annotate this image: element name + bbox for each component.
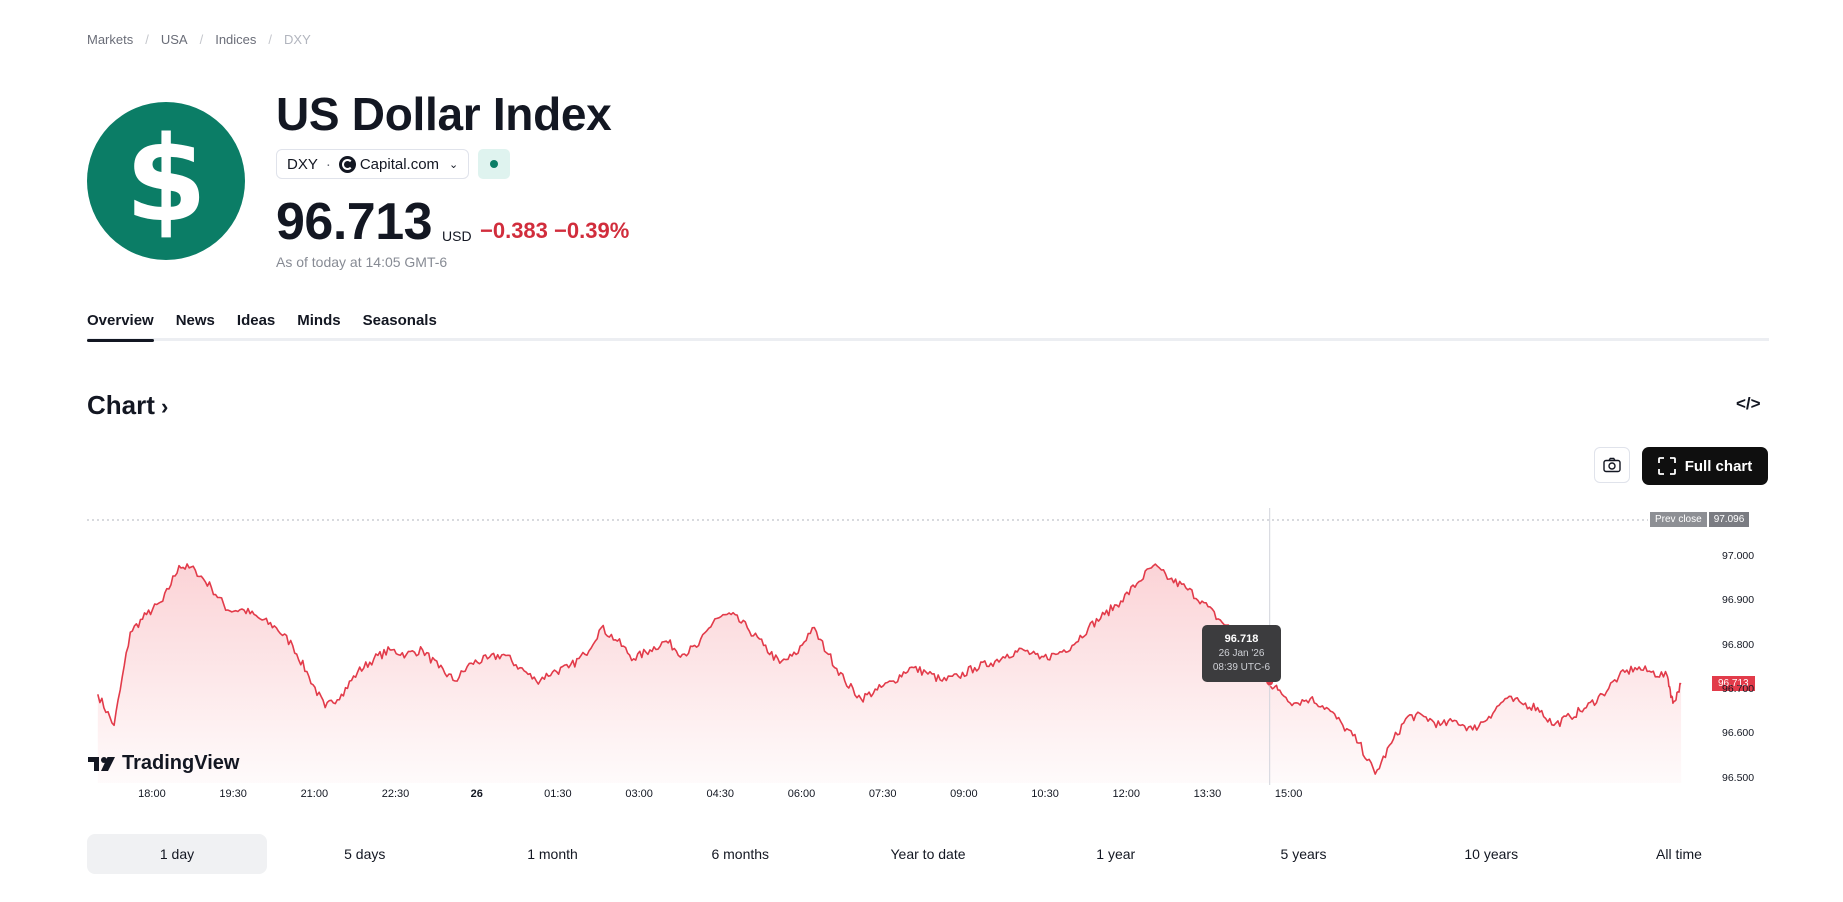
embed-code-icon[interactable]: </> (1736, 394, 1761, 413)
tooltip-value: 96.718 (1224, 633, 1259, 645)
separator-dot: · (325, 155, 331, 173)
prev-close-text: Prev close (1650, 512, 1707, 527)
y-tick-label: 96.500 (1722, 771, 1755, 784)
symbol-logo: $ (87, 102, 245, 260)
x-tick-label: 09:00 (950, 788, 978, 800)
range-5-days[interactable]: 5 days (344, 846, 386, 862)
range-all-time[interactable]: All time (1656, 846, 1702, 862)
dollar-icon: $ (124, 110, 208, 248)
tab-ideas[interactable]: Ideas (236, 312, 276, 329)
page-title: US Dollar Index (276, 88, 612, 140)
symbol-ticker: DXY (287, 155, 318, 173)
range-year-to-date[interactable]: Year to date (890, 846, 966, 862)
tooltip-date: 26 Jan '26 (1218, 648, 1265, 659)
price-change: −0.383 −0.39% (480, 218, 629, 244)
y-tick-label: 96.900 (1722, 594, 1755, 607)
breadcrumb: Markets / USA / Indices / DXY (87, 32, 311, 47)
breadcrumb-markets[interactable]: Markets (87, 32, 134, 47)
tradingview-watermark: TradingView (88, 752, 239, 775)
breadcrumb-current: DXY (284, 32, 311, 47)
symbol-exchange-selector[interactable]: DXY · Capital.com ⌄ (276, 149, 470, 179)
price-currency: USD (442, 228, 472, 244)
last-price-badge: 96.713 (1712, 676, 1755, 691)
x-tick-label: 21:00 (300, 788, 329, 800)
tabs-divider (87, 338, 1769, 341)
chevron-down-icon: ⌄ (449, 158, 459, 171)
breadcrumb-indices[interactable]: Indices (215, 32, 257, 47)
range-1-year[interactable]: 1 year (1096, 846, 1136, 862)
prev-close-value: 97.096 (1708, 512, 1750, 527)
crosshair-tooltip: 96.718 26 Jan '26 08:39 UTC-6 (1202, 625, 1281, 682)
breadcrumb-separator: / (145, 32, 149, 47)
y-tick-label: 97.000 (1722, 549, 1755, 562)
x-tick-label: 06:00 (787, 788, 816, 800)
change-percent: −0.39% (554, 218, 630, 243)
range-10-years[interactable]: 10 years (1464, 846, 1519, 862)
x-tick-label: 15:00 (1274, 788, 1303, 800)
time-range-selector: 1 day 5 days 1 month 6 months Year to date 1 … (87, 834, 1769, 874)
chart-heading: Chart (87, 390, 155, 420)
capital-com-icon (338, 155, 356, 173)
last-price: 96.713 (276, 193, 433, 251)
x-tick-label: 07:30 (868, 788, 897, 800)
x-tick-label: 18:00 (138, 788, 166, 800)
tab-news[interactable]: News (175, 312, 215, 329)
range-1-day[interactable]: 1 day (87, 834, 267, 874)
tab-seasonals[interactable]: Seasonals (362, 312, 437, 329)
tradingview-logo-icon (88, 756, 115, 771)
x-tick-label: 03:00 (625, 788, 653, 800)
breadcrumb-separator: / (199, 32, 204, 47)
change-value: −0.383 (480, 218, 548, 243)
x-tick-label: 12:00 (1112, 788, 1140, 800)
y-tick-label: 96.600 (1722, 727, 1755, 740)
snapshot-button[interactable] (1594, 447, 1630, 483)
x-tick-label: 22:30 (381, 788, 410, 800)
tab-minds[interactable]: Minds (297, 312, 341, 329)
x-tick-label: 19:30 (219, 788, 247, 800)
range-1-month[interactable]: 1 month (527, 846, 578, 862)
breadcrumb-usa[interactable]: USA (160, 32, 188, 47)
x-tick-label: 13:30 (1193, 788, 1222, 800)
full-chart-label: Full chart (1684, 457, 1753, 475)
price-area-fill (97, 564, 1682, 783)
price-line (97, 563, 1682, 775)
tooltip-time: 08:39 UTC-6 (1212, 662, 1271, 673)
exchange-name: Capital.com (359, 155, 440, 173)
quote-timestamp: As of today at 14:05 GMT-6 (276, 254, 448, 270)
fullscreen-icon (1657, 457, 1676, 475)
range-6-months[interactable]: 6 months (711, 846, 770, 862)
full-chart-button[interactable]: Full chart (1642, 447, 1768, 485)
tradingview-wordmark: TradingView (122, 752, 240, 774)
chevron-right-icon: › (154, 394, 169, 419)
market-status-dot-icon (490, 160, 498, 168)
camera-icon (1603, 457, 1621, 473)
x-tick-label: 04:30 (706, 788, 735, 800)
x-tick-label: 01:30 (544, 788, 572, 800)
chart-heading-link[interactable]: Chart › (87, 390, 168, 421)
market-status-indicator[interactable] (478, 149, 510, 179)
range-5-years[interactable]: 5 years (1280, 846, 1327, 862)
x-tick-label: 26 (470, 788, 483, 800)
tab-overview[interactable]: Overview (87, 312, 154, 342)
section-tabs: Overview News Ideas Minds Seasonals (87, 312, 1769, 342)
x-tick-label: 10:30 (1031, 788, 1059, 800)
prev-close-label: Prev close 97.096 (1650, 512, 1750, 527)
y-tick-label: 96.700 (1722, 682, 1755, 695)
y-tick-label: 96.800 (1722, 638, 1755, 651)
breadcrumb-separator: / (268, 32, 273, 47)
